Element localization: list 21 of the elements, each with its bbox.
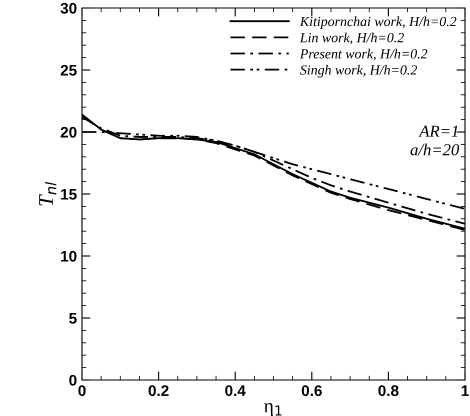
y-tick-label: 30 [60,2,77,14]
y-tick-label: 5 [69,313,77,324]
x-tick-label: 0.8 [378,385,399,396]
y-tick-label: 20 [60,126,77,138]
x-tick-label: 0.6 [302,385,322,396]
legend-label: Lin work, H/h=0.2 [300,32,404,44]
y-tick-label: 25 [60,64,77,76]
x-tick-label: 0.2 [148,385,169,396]
annotation: a/h=20 [410,144,460,156]
y-tick-label: 0 [69,374,77,386]
y-tick-label: 15 [61,189,77,200]
x-tick-label: 0.4 [225,385,246,396]
x-axis-title: η$_{1}$ [264,403,282,416]
x-tick-label: 1 [462,385,469,396]
legend-label: Kitipornchai work, H/h=0.2 [300,16,456,30]
y-tick-label: 10 [61,250,77,262]
annotation: AR=1 [418,126,458,137]
legend-label: Singh work, H/h=0.2 [300,64,418,78]
y-axis-title: T$_{nl}$ [39,182,56,206]
x-tick-label: 0 [78,385,86,396]
legend-label: Present work, H/h=0.2 [300,48,428,60]
